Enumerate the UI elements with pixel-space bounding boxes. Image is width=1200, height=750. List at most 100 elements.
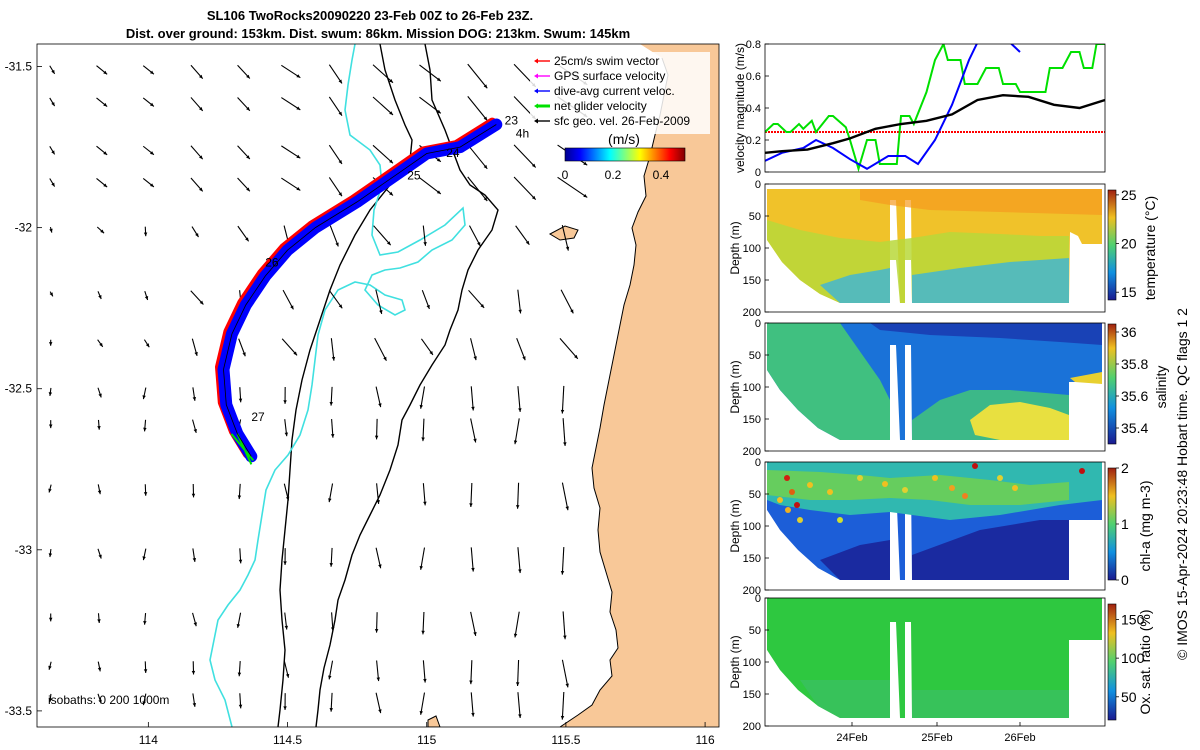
current-vector-arrow — [142, 693, 147, 706]
current-vector-arrow — [422, 483, 427, 506]
map-x-tick-label: 115 — [417, 733, 436, 747]
chla-hotspot — [784, 475, 790, 481]
track-day-label: 4h — [516, 126, 529, 140]
current-vector-arrow — [420, 338, 434, 356]
current-vector-arrow — [328, 144, 343, 165]
isobath-1000m — [277, 44, 413, 727]
current-vector-arrow — [191, 661, 196, 675]
current-vector-arrow — [329, 386, 333, 406]
velocity-tick-label: 0.6 — [746, 71, 761, 83]
current-vector-arrow — [143, 661, 148, 673]
current-vector-arrow — [372, 96, 394, 116]
map-x-tick-label: 114 — [139, 733, 158, 747]
oxygen-colorbar — [1107, 603, 1117, 721]
current-vector-arrow — [142, 548, 147, 561]
chla-colorbar-label: chl-a (mg m-3) — [1137, 480, 1153, 571]
depth-tick-label: 0 — [755, 179, 761, 191]
current-vector-arrow — [328, 483, 334, 503]
current-vector-arrow — [143, 484, 148, 496]
colorbar-tick-label: 20 — [1121, 236, 1137, 252]
depth-tick-label: 150 — [743, 689, 761, 701]
current-vector-arrow — [190, 290, 204, 305]
depth-tick-label: 100 — [743, 243, 761, 255]
current-vector-arrow — [142, 178, 155, 188]
current-vector-arrow — [143, 419, 147, 432]
current-vector-arrow — [328, 660, 334, 680]
salinity-panel: 0 50 100 150 200 Depth (m) 35.4 35.6 35.8 36 sa… — [728, 318, 1169, 458]
current-vector-arrow — [375, 289, 383, 315]
current-vector-arrow — [560, 289, 574, 314]
chla-hotspot — [827, 489, 833, 495]
current-vector-arrow — [49, 146, 56, 155]
map-y-tick-label: -32 — [15, 221, 33, 235]
velocity-series-line — [765, 93, 1105, 154]
current-vector-arrow — [238, 693, 243, 709]
oxygen-panel: 0 50 100 150 200 24Feb 25Feb 26Feb Depth (m) 5… — [728, 593, 1153, 744]
map-colorbar-bar — [564, 147, 686, 162]
current-vector-arrow — [96, 65, 108, 75]
temperature-warm-top — [860, 189, 1102, 215]
current-vector-arrow — [422, 225, 427, 246]
current-vector-arrow — [375, 547, 382, 569]
current-vector-arrow — [513, 418, 520, 445]
temperature-colorbar-label: temperature (°C) — [1142, 196, 1158, 300]
temperature-colorbar — [1107, 189, 1117, 301]
current-vector-arrow — [330, 338, 336, 361]
current-vector-arrow — [238, 387, 243, 403]
current-vector-arrow — [97, 387, 102, 398]
current-vector-arrow — [49, 291, 54, 297]
salinity-green-west — [767, 323, 890, 440]
map-colorbar-tick-label: 0.2 — [605, 168, 622, 182]
current-vector-arrow — [513, 144, 537, 168]
map-colorbar-label: (m/s) — [608, 131, 640, 147]
current-vector-arrow — [560, 547, 565, 575]
map-x-tick-label: 114.5 — [273, 733, 302, 747]
current-vector-arrow — [373, 225, 392, 246]
current-vector-arrow — [49, 226, 53, 233]
current-vector-arrow — [517, 289, 522, 314]
current-vector-arrow — [237, 177, 251, 192]
current-vector-arrow — [283, 660, 290, 678]
current-vector-arrow — [238, 338, 246, 357]
current-vector-arrow — [282, 289, 294, 310]
chla-hotspot — [972, 463, 978, 469]
current-vector-arrow — [143, 226, 148, 237]
chla-hotspot — [837, 517, 843, 523]
isobath-label: isobaths: 0 200 1000m — [48, 693, 169, 707]
map-y-tick-label: -33.5 — [5, 704, 33, 718]
colorbar-tick-label: 15 — [1121, 284, 1137, 300]
oxygen-deep — [800, 680, 1069, 718]
current-vector-arrow — [48, 661, 52, 670]
depth-tick-label: 200 — [743, 585, 761, 597]
depth-tick-label: 150 — [743, 275, 761, 287]
current-vector-arrow — [144, 291, 149, 301]
colorbar-tick-label: 100 — [1121, 650, 1145, 666]
legend-label: 25cm/s swim vector — [554, 54, 659, 68]
oxygen-ylabel: Depth (m) — [728, 635, 742, 688]
current-vector-arrow — [190, 97, 204, 112]
current-vector-arrow — [470, 611, 477, 636]
depth-tick-label: 50 — [749, 211, 761, 223]
depth-tick-label: 0 — [755, 593, 761, 605]
depth-tick-label: 200 — [743, 307, 761, 319]
current-vector-arrow — [422, 660, 427, 683]
current-vector-arrow — [374, 418, 379, 440]
oxygen-colorbar-label: Ox. sat. ratio (%) — [1137, 609, 1153, 714]
velocity-series — [765, 44, 1105, 172]
current-vector-arrow — [562, 418, 567, 446]
current-vector-arrow — [330, 612, 335, 632]
current-vector-arrow — [283, 548, 287, 565]
current-vector-arrow — [467, 96, 488, 121]
track-black — [223, 124, 497, 457]
depth-tick-label: 0 — [755, 457, 761, 469]
current-vector-arrow — [281, 177, 301, 191]
current-vector-arrow — [192, 419, 197, 434]
current-vector-arrow — [328, 289, 343, 309]
current-vector-arrow — [284, 612, 289, 630]
salinity-yellow-deep — [970, 402, 1069, 440]
current-vector-arrow — [561, 224, 570, 251]
legend-item: GPS surface velocity — [534, 69, 665, 83]
current-vector-arrow — [190, 64, 204, 80]
